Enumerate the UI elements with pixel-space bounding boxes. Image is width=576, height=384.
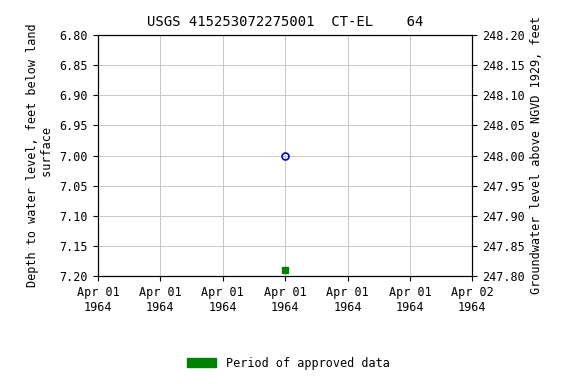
Legend: Period of approved data: Period of approved data <box>182 352 394 374</box>
Title: USGS 415253072275001  CT-EL    64: USGS 415253072275001 CT-EL 64 <box>147 15 423 29</box>
Y-axis label: Depth to water level, feet below land
 surface: Depth to water level, feet below land su… <box>26 24 54 287</box>
Y-axis label: Groundwater level above NGVD 1929, feet: Groundwater level above NGVD 1929, feet <box>530 17 543 295</box>
